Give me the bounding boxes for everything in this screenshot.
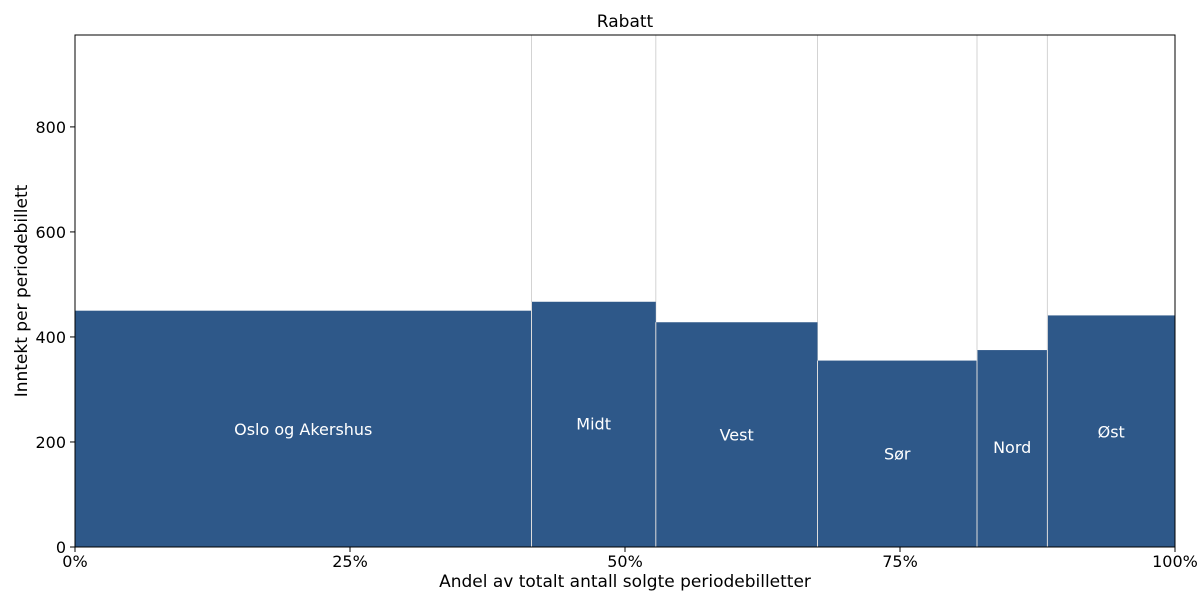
y-axis: 0 200 400 600 800 — [35, 118, 75, 557]
x-tick-label: 50% — [607, 552, 643, 571]
bar-label: Oslo og Akershus — [234, 420, 372, 439]
y-tick-label: 0 — [56, 538, 66, 557]
x-tick-label: 75% — [882, 552, 918, 571]
x-axis: 0% 25% 50% 75% 100% — [62, 547, 1198, 571]
bar-label: Vest — [720, 426, 754, 445]
bar-label: Øst — [1098, 422, 1125, 441]
bar-3 — [817, 360, 977, 547]
bar-1 — [531, 301, 656, 547]
bar-4 — [977, 350, 1048, 547]
x-tick-label: 100% — [1152, 552, 1198, 571]
bar-5 — [1047, 315, 1175, 547]
y-tick-label: 400 — [35, 328, 66, 347]
bar-2 — [655, 322, 818, 547]
bar-label: Sør — [884, 445, 911, 464]
x-tick-label: 25% — [332, 552, 368, 571]
y-tick-label: 800 — [35, 118, 66, 137]
bar-0 — [75, 310, 532, 547]
y-axis-label: Inntekt per periodebillett — [12, 184, 32, 397]
bar-labels: Oslo og Akershus Midt Vest Sør Nord Øst — [234, 415, 1125, 464]
y-tick-label: 600 — [35, 223, 66, 242]
y-tick-label: 200 — [35, 433, 66, 452]
chart-title: Rabatt — [597, 12, 654, 32]
bar-label: Nord — [993, 438, 1031, 457]
bar-label: Midt — [576, 415, 611, 434]
x-tick-label: 0% — [62, 552, 87, 571]
x-axis-label: Andel av totalt antall solgte periodebil… — [439, 572, 811, 592]
bars — [75, 301, 1175, 547]
